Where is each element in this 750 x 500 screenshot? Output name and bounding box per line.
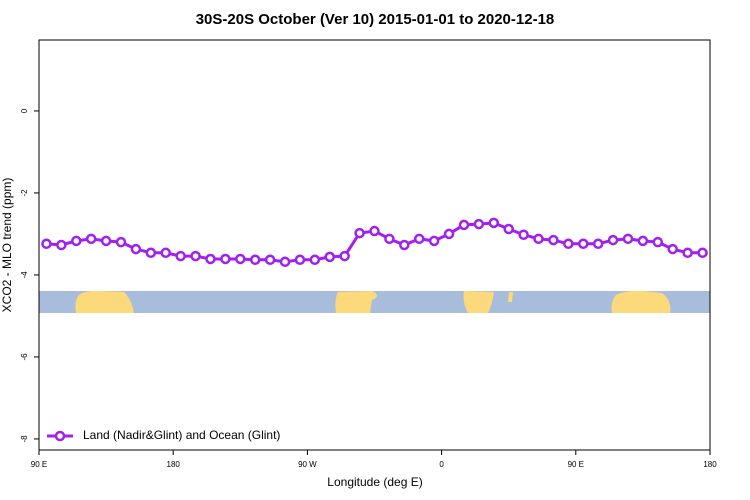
x-tick-label: 180 bbox=[167, 460, 181, 469]
y-tick-label: -6 bbox=[20, 353, 29, 361]
data-point bbox=[518, 229, 529, 240]
data-point bbox=[563, 238, 574, 250]
data-point bbox=[399, 239, 410, 251]
data-point bbox=[488, 217, 500, 229]
x-axis-label: Longitude (deg E) bbox=[327, 475, 422, 489]
data-point bbox=[384, 233, 395, 245]
data-point bbox=[309, 254, 321, 266]
legend-label: Land (Nadir&Glint) and Ocean (Glint) bbox=[83, 428, 280, 442]
data-point bbox=[682, 247, 693, 259]
land-patch bbox=[463, 291, 494, 313]
data-point bbox=[667, 243, 678, 255]
y-tick-label: -4 bbox=[20, 271, 29, 279]
data-point bbox=[637, 235, 649, 247]
data-point bbox=[339, 250, 350, 262]
data-point bbox=[503, 223, 514, 235]
data-point bbox=[175, 250, 186, 262]
data-point bbox=[160, 247, 171, 259]
x-tick-label: 90 W bbox=[298, 460, 317, 469]
data-point bbox=[428, 235, 440, 247]
data-point bbox=[652, 236, 664, 248]
data-point bbox=[264, 254, 276, 266]
ocean-strip bbox=[39, 291, 710, 313]
data-point bbox=[622, 233, 634, 245]
data-point bbox=[249, 254, 261, 266]
data-point bbox=[205, 253, 216, 265]
data-point bbox=[235, 253, 246, 265]
data-point bbox=[473, 218, 485, 230]
data-point bbox=[71, 235, 82, 247]
plot-frame bbox=[38, 39, 711, 451]
y-tick-label: 0 bbox=[20, 108, 29, 113]
x-tick-label: 90 E bbox=[568, 460, 584, 469]
data-point bbox=[592, 238, 604, 250]
data-point bbox=[578, 238, 589, 250]
y-tick-label: -2 bbox=[20, 189, 29, 197]
y-tick-label: -8 bbox=[20, 435, 29, 443]
x-tick-label: 90 E bbox=[31, 460, 47, 469]
data-point bbox=[458, 219, 470, 231]
data-point bbox=[443, 228, 455, 240]
land-patch bbox=[335, 291, 377, 313]
data-point bbox=[145, 247, 157, 259]
data-point bbox=[279, 256, 291, 268]
data-point bbox=[294, 254, 306, 266]
data-point bbox=[85, 233, 97, 245]
y-axis-label: XCO2 - MLO trend (ppm) bbox=[0, 178, 14, 313]
data-point bbox=[413, 233, 425, 245]
data-point bbox=[548, 234, 559, 246]
data-point bbox=[220, 253, 231, 265]
data-point bbox=[115, 236, 127, 248]
data-point bbox=[100, 235, 112, 247]
data-point bbox=[369, 225, 380, 237]
chart-title: 30S-20S October (Ver 10) 2015-01-01 to 2… bbox=[196, 11, 555, 28]
data-point bbox=[130, 243, 142, 255]
data-point bbox=[697, 247, 708, 259]
map-strip bbox=[39, 290, 710, 313]
data-point bbox=[56, 239, 67, 251]
data-point bbox=[190, 250, 201, 262]
data-point bbox=[41, 238, 52, 250]
data-point bbox=[324, 251, 336, 263]
legend-marker bbox=[54, 430, 66, 442]
data-point bbox=[533, 233, 544, 245]
data-point bbox=[354, 227, 365, 239]
x-tick-label: 0 bbox=[439, 460, 444, 469]
x-tick-label: 180 bbox=[703, 460, 717, 469]
land-patch bbox=[611, 290, 671, 313]
data-point bbox=[607, 234, 619, 246]
land-patch bbox=[75, 290, 134, 313]
land-patch bbox=[508, 292, 513, 302]
